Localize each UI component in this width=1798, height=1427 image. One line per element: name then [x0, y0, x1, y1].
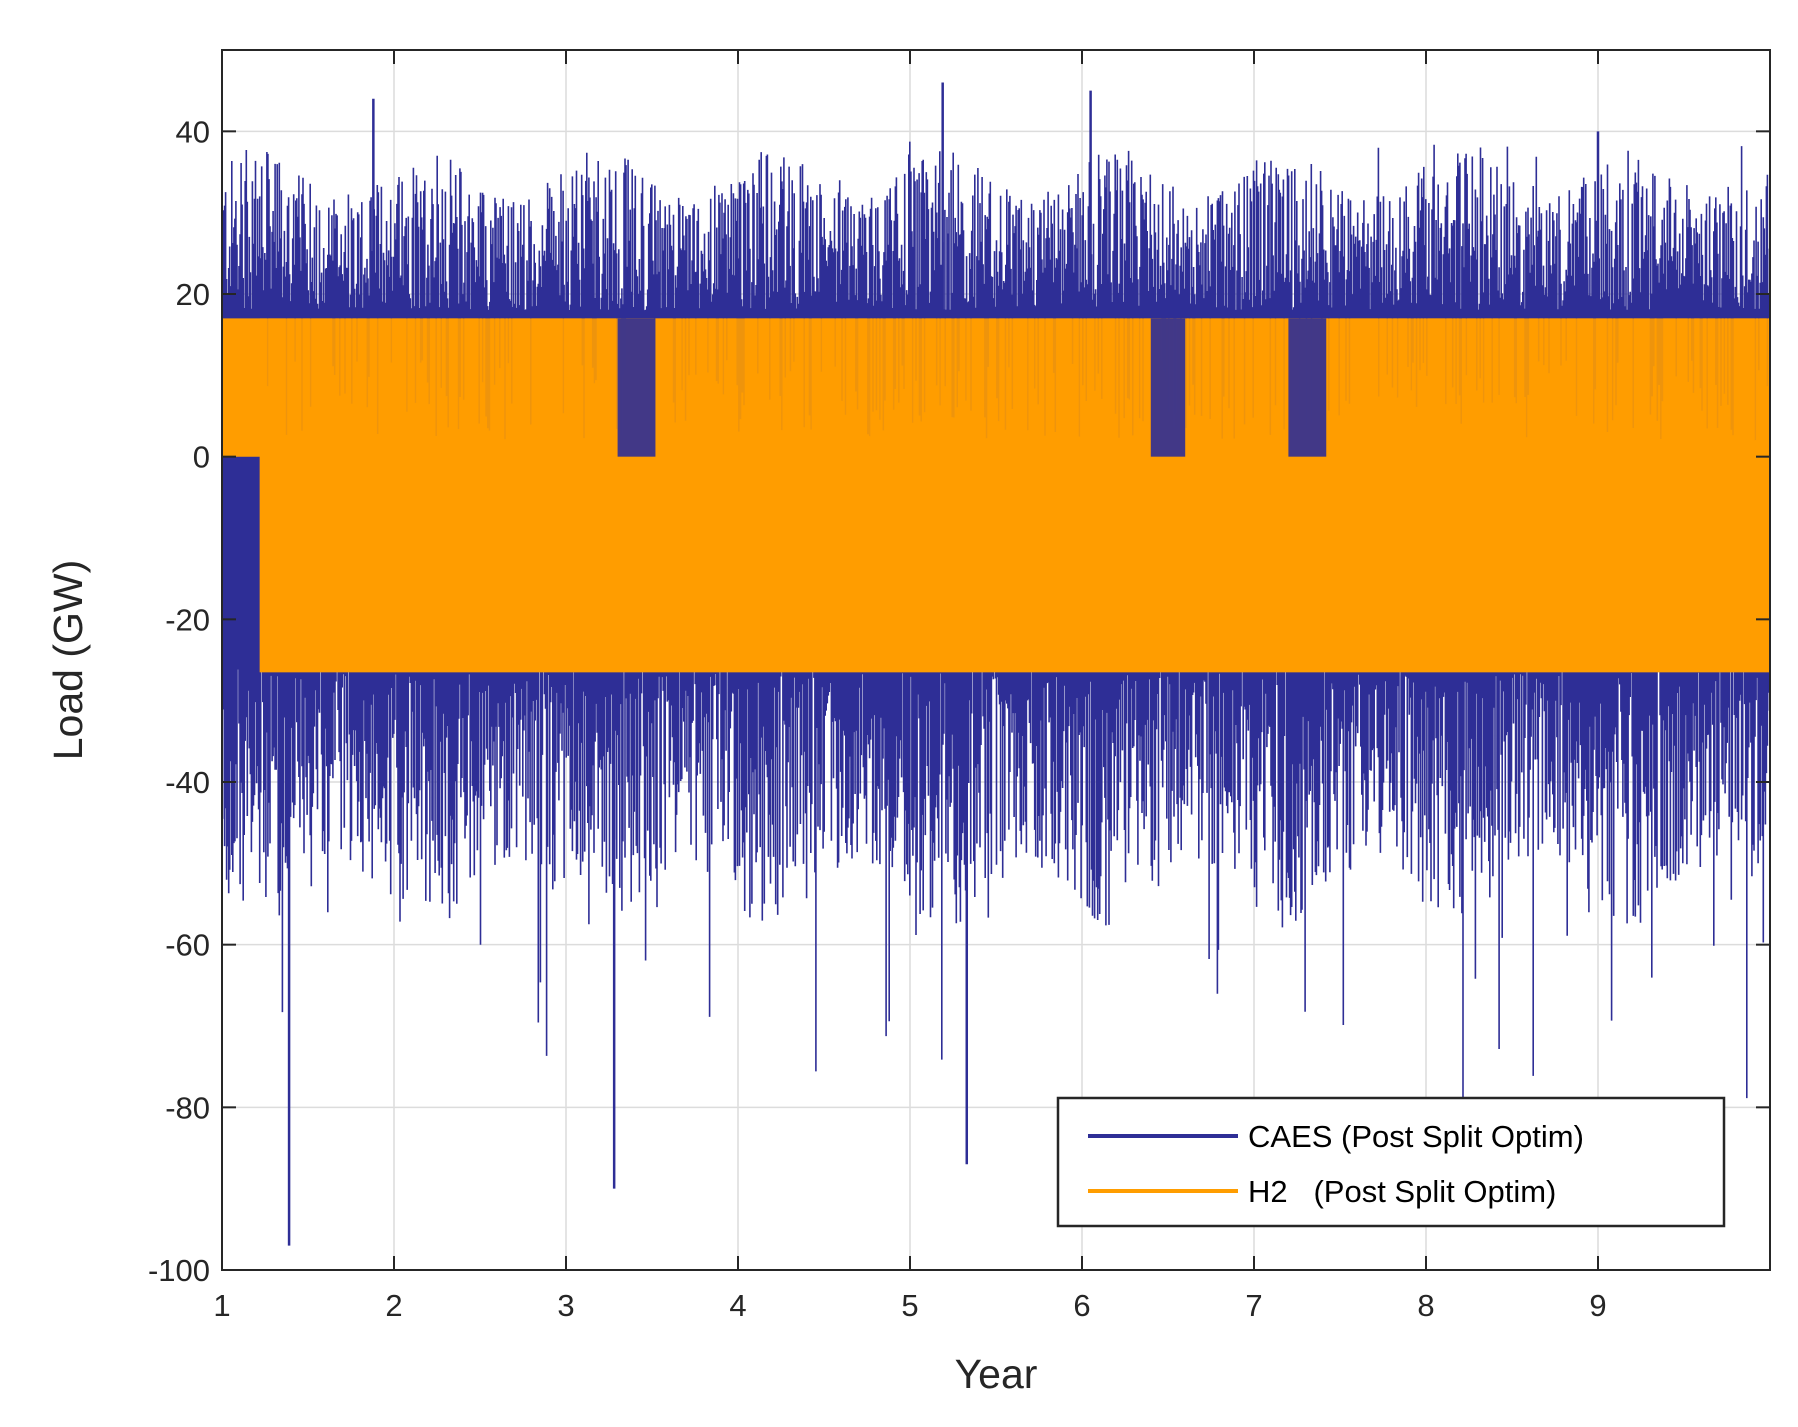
y-tick-label: -60 [165, 928, 210, 963]
x-tick-label: 1 [213, 1288, 230, 1323]
x-tick-label: 2 [385, 1288, 402, 1323]
y-tick-label: 0 [193, 440, 210, 475]
x-tick-label: 8 [1417, 1288, 1434, 1323]
legend: CAES (Post Split Optim) H2 (Post Split O… [1056, 1096, 1726, 1228]
x-tick-labels: 1 2 3 4 5 6 7 8 9 [213, 1288, 1606, 1323]
x-axis-label: Year [955, 1351, 1038, 1397]
x-tick-label: 7 [1245, 1288, 1262, 1323]
h2-line [222, 318, 1770, 673]
caes-gap [1288, 318, 1327, 457]
axes-box [221, 49, 1771, 1271]
caes-gap [617, 318, 656, 457]
caes-gap [1150, 318, 1186, 457]
x-tick-label: 9 [1589, 1288, 1606, 1323]
x-tick-label: 5 [901, 1288, 918, 1323]
x-tick-label: 3 [557, 1288, 574, 1323]
legend-label-h2: H2 (Post Split Optim) [1248, 1174, 1556, 1209]
x-tick-label: 6 [1073, 1288, 1090, 1323]
y-tick-label: 40 [176, 114, 210, 149]
y-tick-label: 20 [176, 277, 210, 312]
legend-label-caes: CAES (Post Split Optim) [1248, 1119, 1584, 1154]
y-tick-label: -80 [165, 1090, 210, 1125]
y-tick-label: -40 [165, 765, 210, 800]
y-tick-label: -100 [148, 1253, 210, 1288]
h2-series [222, 318, 1770, 673]
x-tick-label: 4 [729, 1288, 746, 1323]
legend-box [1056, 1096, 1726, 1228]
y-tick-label: -20 [165, 602, 210, 637]
y-tick-labels: -100 -80 -60 -40 -20 0 20 40 [148, 114, 210, 1288]
axes-frame [221, 49, 1771, 1271]
y-axis-label: Load (GW) [45, 560, 91, 761]
